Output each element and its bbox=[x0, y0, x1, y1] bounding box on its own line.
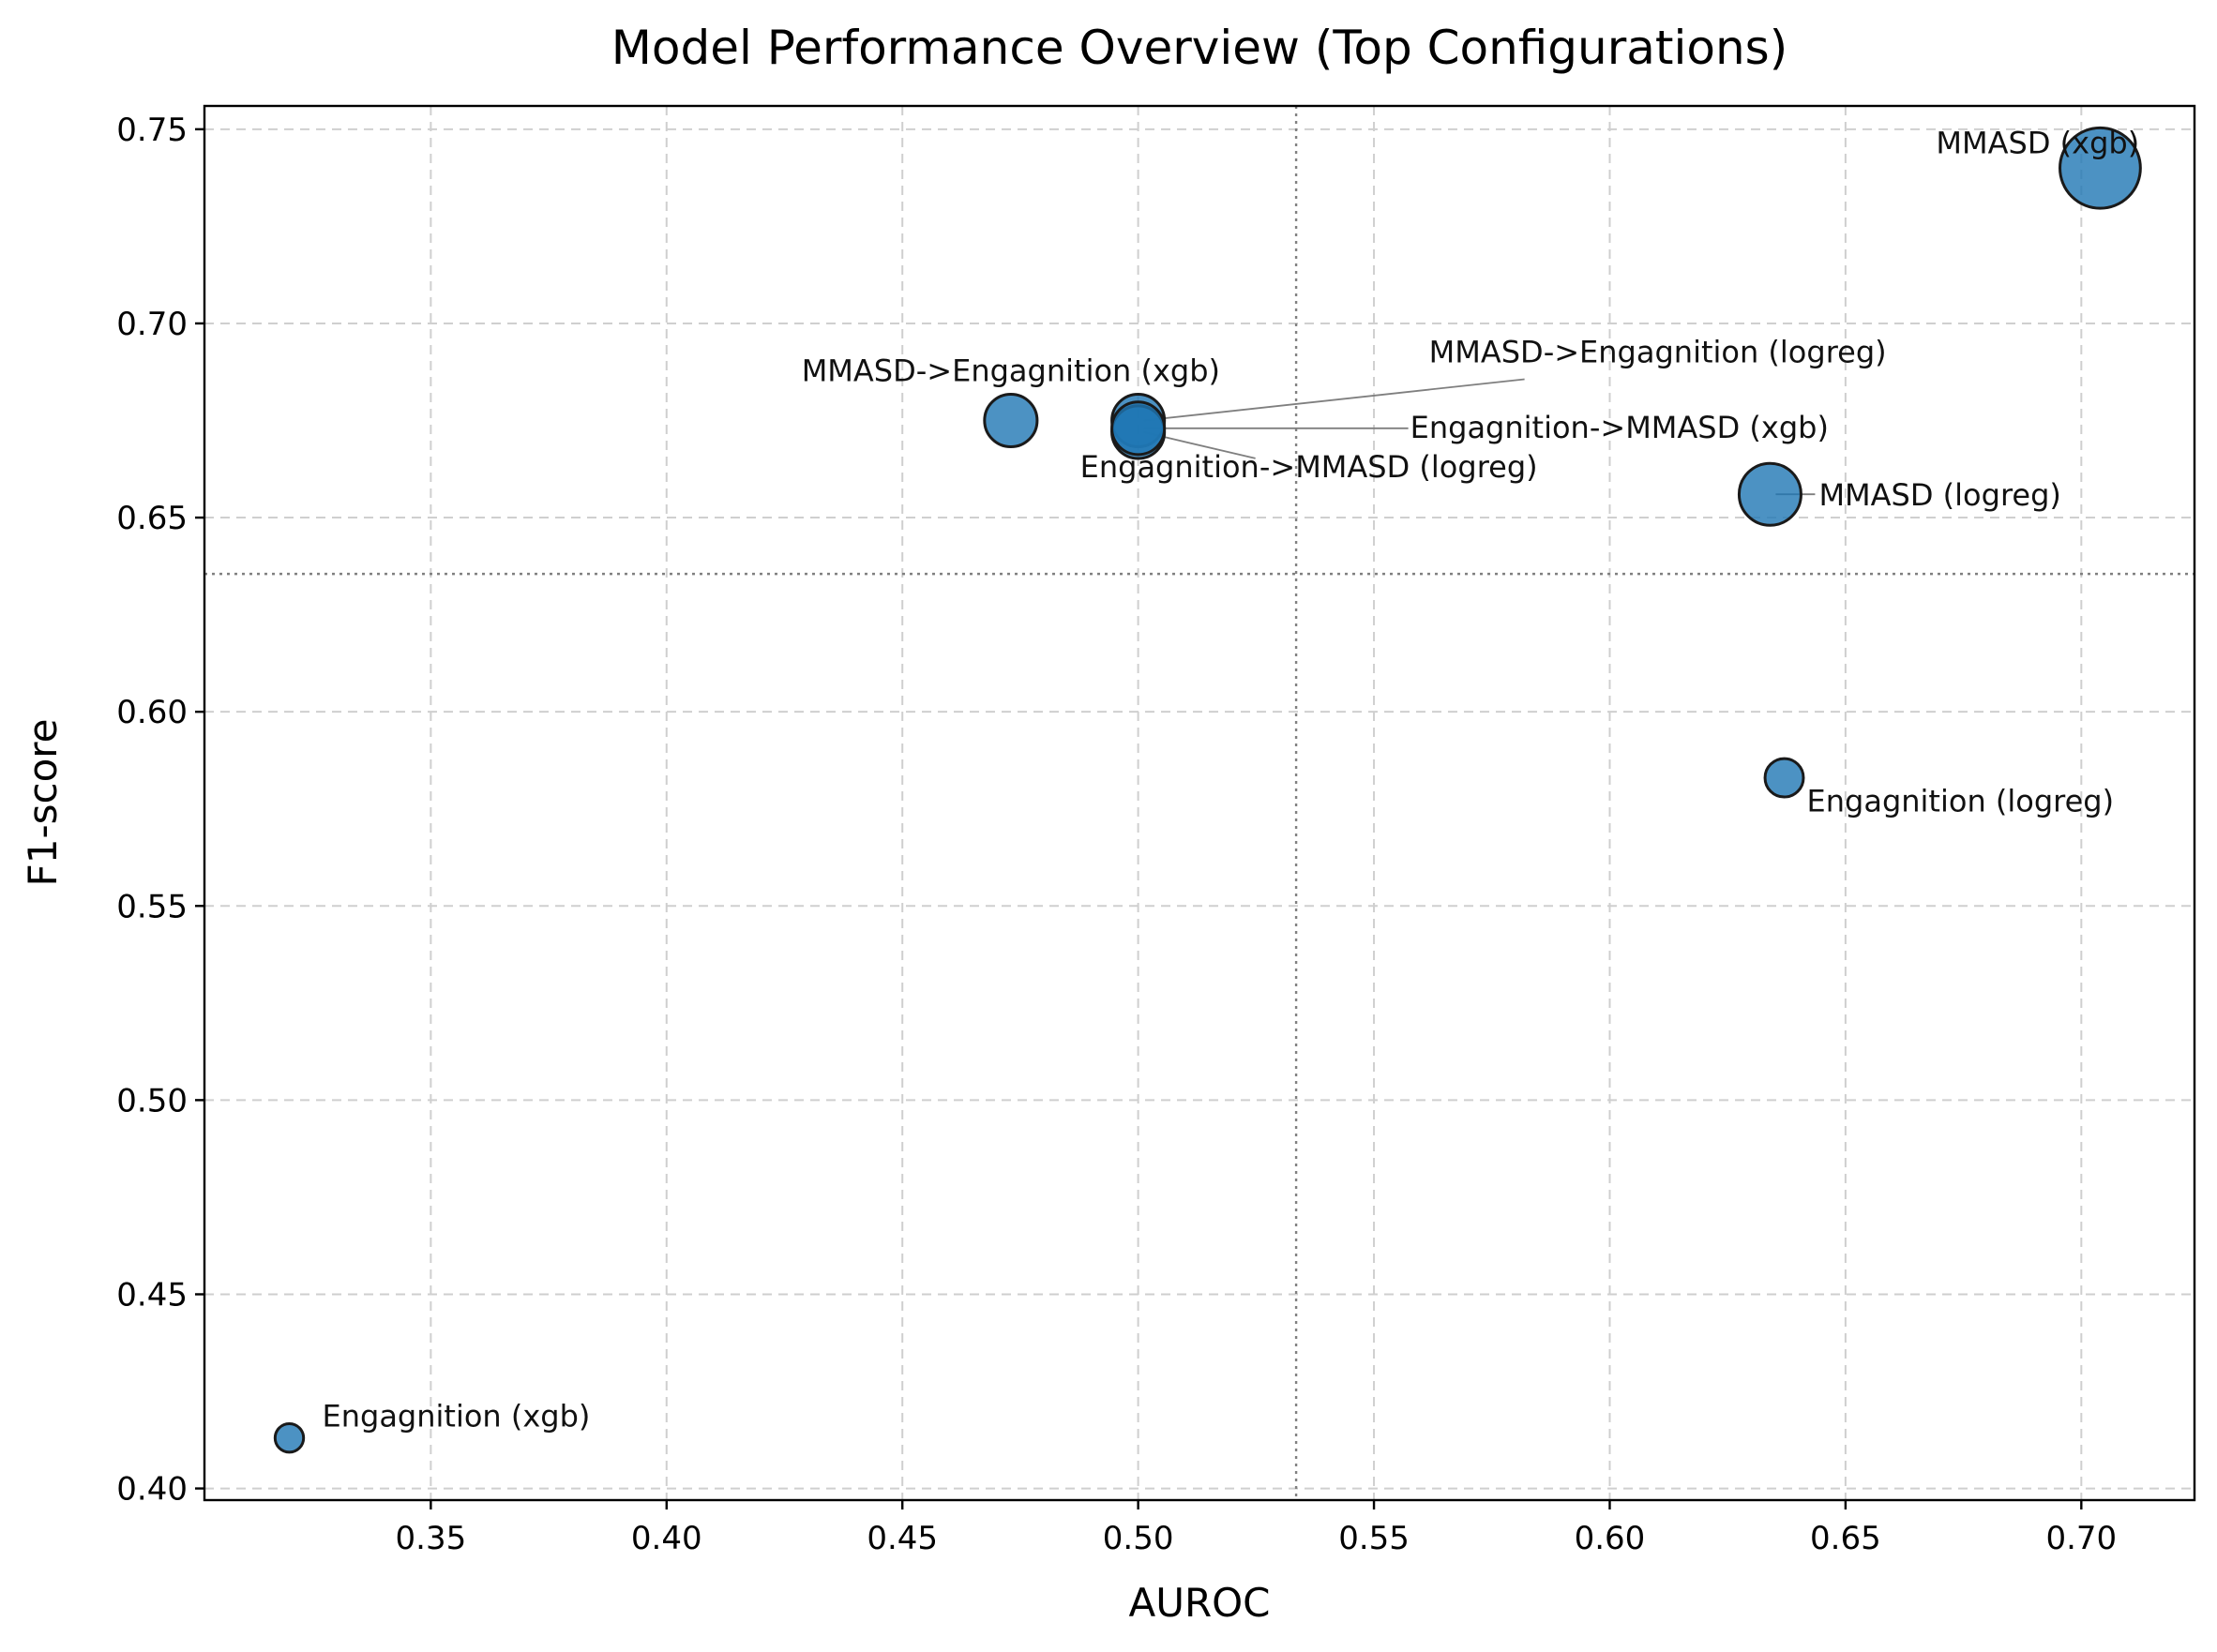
x-tick-label: 0.55 bbox=[1338, 1520, 1410, 1557]
x-tick-label: 0.70 bbox=[2045, 1520, 2117, 1557]
data-point bbox=[2059, 126, 2142, 210]
x-tick-label: 0.60 bbox=[1575, 1520, 1646, 1557]
x-tick-label: 0.45 bbox=[867, 1520, 938, 1557]
y-tick-label: 0.60 bbox=[116, 694, 188, 731]
data-point bbox=[1110, 400, 1167, 457]
point-label: MMASD (xgb) bbox=[1936, 125, 2139, 160]
data-point bbox=[1737, 461, 1802, 527]
point-label: MMASD (logreg) bbox=[1818, 477, 2060, 513]
data-point bbox=[1763, 757, 1805, 799]
point-label: Engagnition (xgb) bbox=[323, 1399, 591, 1434]
plot-area-frame bbox=[203, 104, 2196, 1502]
data-points bbox=[273, 126, 2142, 1454]
y-axis-label: F1-score bbox=[20, 719, 66, 887]
data-point bbox=[273, 1422, 306, 1454]
x-axis-ticks: 0.35 0.40 0.45 0.50 0.55 0.60 0.65 0.70 bbox=[396, 1500, 2117, 1557]
y-tick-label: 0.55 bbox=[116, 888, 188, 925]
y-tick-label: 0.75 bbox=[116, 112, 188, 149]
y-tick-label: 0.70 bbox=[116, 306, 188, 343]
point-label: Engagnition->MMASD (logreg) bbox=[1080, 449, 1538, 485]
x-tick-label: 0.35 bbox=[396, 1520, 467, 1557]
point-label: MMASD->Engagnition (xgb) bbox=[802, 353, 1220, 389]
x-axis-label: AUROC bbox=[1128, 1580, 1270, 1626]
annotation-leader-line bbox=[1143, 378, 1525, 422]
y-tick-label: 0.40 bbox=[116, 1471, 188, 1509]
data-point bbox=[983, 392, 1039, 449]
point-annotations: Engagnition (xgb) MMASD->Engagnition (xgb… bbox=[323, 125, 2140, 1434]
point-label: Engagnition->MMASD (xgb) bbox=[1410, 410, 1829, 445]
grid bbox=[204, 106, 2194, 1500]
reference-lines bbox=[204, 106, 2194, 1500]
chart-title: Model Performance Overview (Top Configur… bbox=[611, 21, 1787, 75]
point-label: Engagnition (logreg) bbox=[1807, 784, 2115, 819]
x-tick-label: 0.65 bbox=[1810, 1520, 1881, 1557]
y-axis-ticks: 0.40 0.45 0.50 0.55 0.60 0.65 0.70 0.75 bbox=[116, 112, 204, 1509]
point-label: MMASD->Engagnition (logreg) bbox=[1429, 335, 1887, 370]
y-tick-label: 0.50 bbox=[116, 1082, 188, 1119]
y-tick-label: 0.45 bbox=[116, 1276, 188, 1314]
x-tick-label: 0.40 bbox=[631, 1520, 702, 1557]
x-tick-label: 0.50 bbox=[1103, 1520, 1174, 1557]
y-tick-label: 0.65 bbox=[116, 500, 188, 537]
